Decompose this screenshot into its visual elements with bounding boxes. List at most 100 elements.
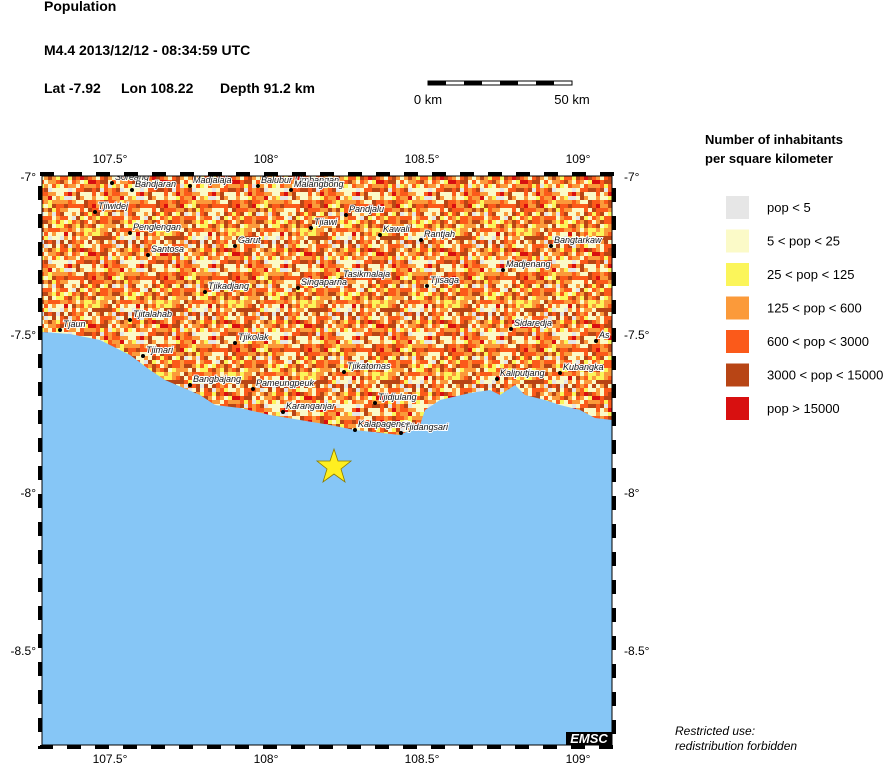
city-label: Tasikmalaja [343, 269, 390, 279]
city-dot [289, 188, 293, 192]
lat-label: -8.5° [624, 644, 650, 658]
city-label: Santosa [151, 244, 184, 254]
city-label: Kaliputjang [500, 368, 545, 378]
lon-label: 108° [254, 152, 279, 166]
city-dot [256, 184, 260, 188]
city-label: Madjalaja [193, 175, 232, 185]
epicenter [315, 447, 353, 484]
city-dot [188, 383, 192, 387]
lat-label: -8.5° [11, 644, 37, 658]
lon: Lon 108.22 [121, 80, 194, 96]
city-label: Singaparna [301, 277, 347, 287]
city-dot [251, 387, 255, 391]
legend-label: 25 < pop < 125 [767, 267, 854, 282]
lon-label: 108° [254, 752, 279, 766]
city-label: Madjenang [506, 259, 551, 269]
city-label: Tjikolak [238, 332, 269, 342]
lon-label: 108.5° [405, 152, 440, 166]
city-label: Pameungpeuk [256, 378, 315, 388]
city-label: Tjikatomas [347, 361, 391, 371]
city-dot [188, 184, 192, 188]
legend-label: 3000 < pop < 15000 [767, 368, 883, 383]
city-label: Kalapagenep [358, 419, 411, 429]
city-label: Bangtarkaw [554, 235, 602, 245]
lat-label: -8° [624, 486, 640, 500]
city-dot [203, 290, 207, 294]
legend-title: per square kilometer [705, 151, 833, 166]
city-label: Tjaun [63, 319, 86, 329]
city-dot [58, 328, 62, 332]
city-label: Tjimari [146, 345, 174, 355]
land [42, 176, 612, 435]
city-dot [128, 318, 132, 322]
city-dot [296, 286, 300, 290]
city-label: Balubur Limbangan [261, 175, 339, 185]
city-label: Kawali [383, 224, 411, 234]
lat-label: -8° [21, 486, 37, 500]
city-label: Soreang [115, 172, 149, 182]
legend-swatch [726, 330, 749, 353]
city-label: Rantjah [424, 229, 455, 239]
legend-swatch [726, 196, 749, 219]
city-label: Tjisaga [430, 275, 459, 285]
city-label: Penglengan [133, 222, 181, 232]
legend-swatch [726, 397, 749, 420]
lon-label: 109° [566, 152, 591, 166]
city-label: Karanganjar [286, 401, 336, 411]
city-dot [130, 188, 134, 192]
lon-label: 107.5° [93, 752, 128, 766]
city-label: Tjiwidej [98, 201, 129, 211]
depth: Depth 91.2 km [220, 80, 315, 96]
city-dot [509, 327, 513, 331]
lat: Lat -7.92 [44, 80, 101, 96]
city-dot [110, 181, 114, 185]
lat-label: -7° [21, 170, 37, 184]
footer: Restricted use: [675, 724, 755, 738]
lat-label: -7.5° [624, 328, 650, 342]
city-label: Tjidangsari [404, 422, 449, 432]
city-dot [128, 231, 132, 235]
legend-label: 125 < pop < 600 [767, 301, 862, 316]
scale-start: 0 km [414, 92, 442, 107]
city-label: As [598, 330, 610, 340]
event: M4.4 2013/12/12 - 08:34:59 UTC [44, 42, 250, 58]
legend-swatch [726, 296, 749, 320]
city-label: Sidaredja [514, 318, 552, 328]
city-label: Garut [238, 235, 261, 245]
frame-ticks [38, 172, 616, 749]
title: Population [44, 0, 116, 14]
scale-bar: 0 km 50 km [414, 80, 590, 107]
city-dot [141, 354, 145, 358]
legend-title: Number of inhabitants [705, 132, 843, 147]
city-dot [146, 253, 150, 257]
city-label: Kubangka [563, 362, 604, 372]
scale-end: 50 km [554, 92, 589, 107]
city-dot [378, 233, 382, 237]
city-dot [419, 238, 423, 242]
legend-label: pop < 5 [767, 200, 811, 215]
legend-label: 5 < pop < 25 [767, 234, 840, 249]
lon-label: 108.5° [405, 752, 440, 766]
city-dot [93, 210, 97, 214]
city-label: Tjikadjang [208, 281, 249, 291]
legend-label: 600 < pop < 3000 [767, 334, 869, 349]
city-dot [501, 268, 505, 272]
city-label: Tjidjulang [378, 392, 417, 402]
city-dot [425, 284, 429, 288]
city-label: Tjiawi [314, 217, 338, 227]
city-dot [549, 244, 553, 248]
credit-box [566, 732, 612, 745]
city-dot [281, 410, 285, 414]
city-dot [233, 244, 237, 248]
credit: EMSC [570, 731, 608, 746]
legend-swatch [726, 363, 749, 387]
lat-label: -7.5° [11, 328, 37, 342]
lat-label: -7° [624, 170, 640, 184]
city-dot [338, 278, 342, 282]
city-dot [233, 341, 237, 345]
legend-label: pop > 15000 [767, 401, 840, 416]
city-dot [344, 213, 348, 217]
city-dot [399, 431, 403, 435]
